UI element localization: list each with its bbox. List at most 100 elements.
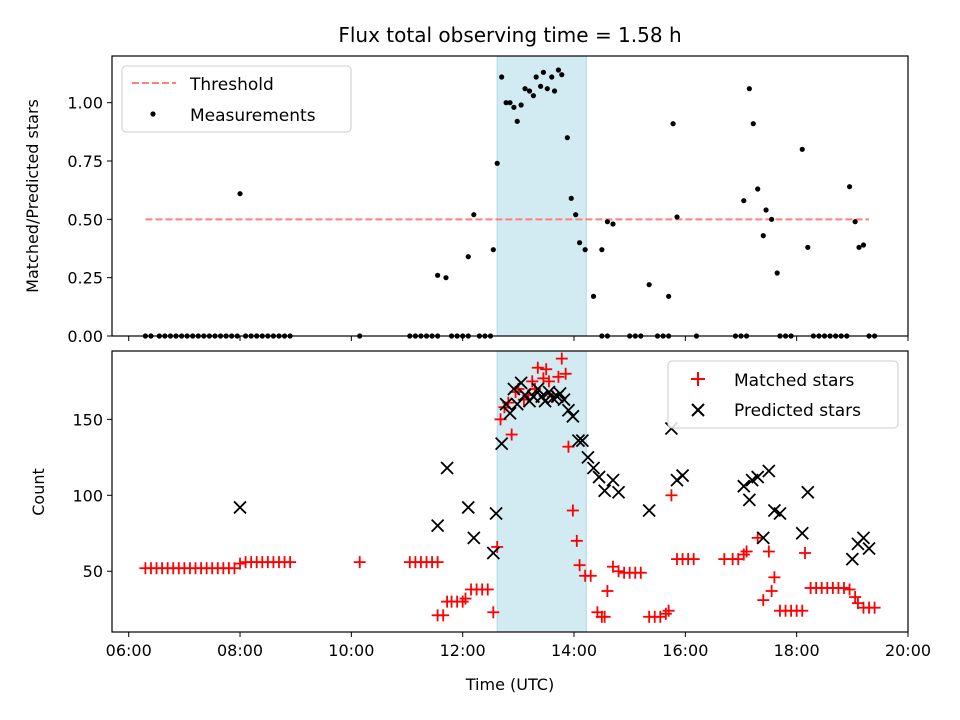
predicted-star-point — [751, 470, 765, 484]
bottom-axes-frame — [111, 350, 909, 633]
measurement-point — [746, 86, 752, 92]
measurement-point — [741, 198, 747, 204]
predicted-star-point — [510, 397, 524, 411]
predicted-star-point — [489, 506, 503, 521]
matched-star-point — [768, 571, 781, 584]
y-tick-label: 0.00 — [67, 327, 103, 346]
top-axes: 0.00 0.25 0.50 0.75 1.00 — [67, 94, 909, 346]
matched-star-point — [796, 604, 809, 617]
y-tick-label: 0.25 — [67, 269, 103, 288]
matched-star-point — [234, 557, 247, 570]
predicted-star-point — [586, 461, 601, 475]
predicted-star-point — [486, 546, 500, 560]
bottom-axes: 50 100 150 06:00 08:00 10:00 12:00 14:00 16:00 18… — [72, 410, 931, 660]
predicted-star-point — [581, 450, 595, 464]
measurement-point — [573, 212, 579, 218]
matched-star-point — [612, 565, 625, 578]
matched-star-point — [654, 610, 667, 623]
matched-star-point — [868, 601, 881, 614]
predicted-star-point — [531, 382, 545, 396]
predicted-star-point — [542, 385, 556, 399]
measurement-point — [599, 247, 605, 253]
predicted-star-point — [561, 403, 576, 417]
measurement-point — [610, 221, 616, 227]
matched-star-point — [481, 583, 494, 596]
bottom-panel: 50 100 150 06:00 08:00 10:00 12:00 14:00 16:00 18… — [29, 350, 931, 694]
matched-star-point — [737, 548, 750, 561]
matched-star-point — [437, 609, 450, 622]
x-axis-label: Time (UTC) — [465, 675, 554, 694]
matched-star-point — [487, 606, 500, 619]
measurement-point — [763, 207, 769, 213]
bottom-legend: Matched stars Predicted stars — [667, 360, 899, 429]
measurement-point — [494, 160, 500, 166]
predicted-star-point — [801, 485, 815, 499]
x-tick-label: 10:00 — [328, 641, 374, 660]
bottom-y-axis-label: Count — [29, 468, 48, 516]
matched-star-point — [843, 583, 856, 596]
measurement-point — [443, 275, 449, 281]
measurement-point — [533, 74, 539, 80]
measurement-point — [237, 191, 243, 197]
legend-matched-label: Matched stars — [734, 371, 854, 391]
predicted-star-point — [495, 437, 509, 451]
measurement-point — [860, 242, 867, 248]
measurement-point — [522, 86, 528, 92]
matched-star-point — [765, 584, 778, 597]
matched-star-point — [751, 531, 764, 544]
predicted-star-point — [571, 433, 586, 448]
y-tick-label: 50 — [83, 562, 103, 581]
predicted-star-point — [557, 392, 571, 407]
predicted-star-point — [773, 506, 787, 521]
legend-threshold-label: Threshold — [189, 75, 274, 95]
legend-measurements-label: Measurements — [190, 106, 316, 126]
matched-star-point — [757, 594, 770, 607]
predicted-star-point — [845, 552, 859, 566]
measurement-point — [576, 240, 583, 246]
matched-star-point — [573, 559, 586, 572]
measurement-point — [514, 118, 520, 124]
measurement-point — [799, 146, 805, 152]
top-legend: Threshold Measurements — [121, 65, 352, 133]
matched-star-point — [353, 556, 366, 569]
predicted-star-point — [756, 531, 770, 545]
matched-star-point — [634, 566, 647, 579]
matched-star-point — [740, 545, 753, 558]
measurement-point — [518, 102, 524, 108]
measurement-point — [507, 100, 513, 106]
matched-star-point — [562, 440, 575, 453]
predicted-star-point — [762, 464, 776, 478]
measurement-point — [564, 135, 570, 141]
measurement-point — [544, 86, 550, 92]
matched-star-point — [601, 584, 614, 597]
measurement-point — [846, 184, 853, 190]
top-shaded-interval — [496, 55, 587, 337]
measurement-point — [499, 74, 505, 80]
top-marks — [142, 55, 878, 339]
x-tick-label: 14:00 — [551, 641, 597, 660]
predicted-star-point — [233, 500, 247, 515]
matched-star-point — [799, 547, 812, 560]
matched-star-point — [284, 556, 297, 569]
measurement-point — [760, 233, 766, 239]
legend-predicted-label: Predicted stars — [734, 401, 861, 421]
measurement-point — [503, 100, 509, 106]
measurement-point — [526, 88, 533, 94]
predicted-star-point — [514, 376, 528, 390]
measurement-point — [551, 88, 558, 94]
predicted-star-point — [611, 485, 626, 499]
measurement-point — [604, 219, 611, 225]
legend-predicted-swatch — [691, 403, 705, 417]
measurement-point — [555, 67, 562, 73]
legend-measurements-swatch — [150, 111, 156, 117]
matched-star-point — [687, 553, 700, 566]
measurement-point — [559, 72, 565, 78]
matched-star-point — [570, 534, 583, 547]
matched-star-point — [555, 352, 568, 365]
bottom-marks — [139, 350, 881, 633]
matched-star-point — [456, 595, 469, 608]
predicted-star-point — [795, 526, 809, 540]
top-legend-box — [121, 65, 352, 133]
measurement-point — [674, 214, 680, 220]
x-tick-label: 06:00 — [106, 641, 152, 660]
